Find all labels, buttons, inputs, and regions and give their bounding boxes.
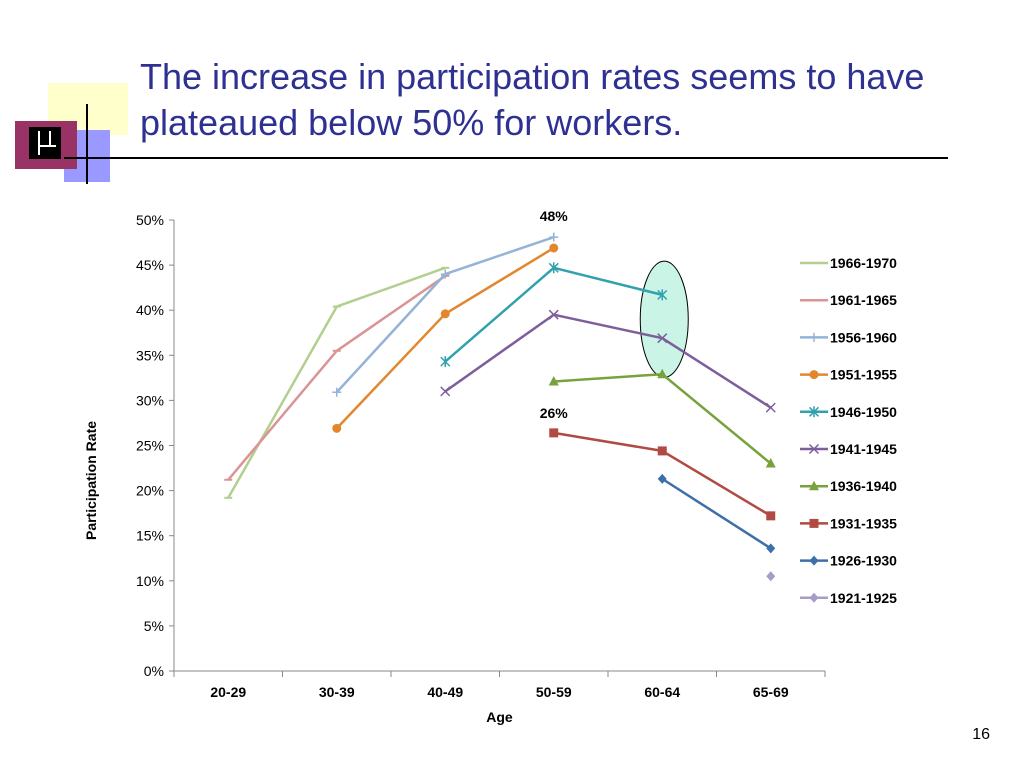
chart-highlight: [639, 260, 689, 378]
highlight-ellipse: [639, 260, 689, 378]
logo-black-box: [29, 127, 61, 159]
y-tick-label: 15%: [136, 528, 164, 544]
y-axis-title: Participation Rate: [83, 421, 99, 540]
chart-legend: 1966-1970 1961-1965 1956-1960 1951-1955 1946…: [800, 255, 897, 606]
data-point: [549, 232, 559, 242]
x-tick-label: 30-39: [319, 684, 355, 700]
logo: [0, 0, 140, 200]
x-tick-label: 20-29: [210, 684, 246, 700]
x-tick-label: 65-69: [753, 684, 789, 700]
series-line: [227, 266, 446, 499]
data-point: [440, 386, 451, 397]
data-point: [549, 428, 559, 438]
data-point: [809, 370, 819, 380]
logo-inner-line-h: [38, 145, 56, 147]
data-point: [766, 543, 776, 554]
data-point: [440, 309, 450, 319]
data-point: [809, 592, 819, 603]
chart-axes: 0% 5% 10% 15% 20% 25% 30% 35% 40% 45% 50% 20-29 30-3…: [83, 212, 826, 725]
series-1936-1940: [548, 368, 776, 468]
data-point: [765, 402, 776, 413]
series-1946-1950: [440, 262, 668, 368]
chart-series: [224, 232, 776, 582]
series-line: [444, 313, 772, 409]
y-tick-label: 20%: [136, 483, 164, 499]
slide-title: The increase in participation rates seem…: [140, 56, 925, 143]
data-point: [548, 262, 559, 274]
data-point: [766, 571, 776, 582]
y-tick-label: 5%: [144, 618, 164, 634]
legend-item: 1931-1935: [800, 515, 897, 531]
legend-label: 1961-1965: [830, 292, 897, 308]
legend-item: 1946-1950: [800, 404, 897, 420]
data-point: [808, 443, 820, 455]
data-point: [809, 480, 819, 491]
data-label: 26%: [540, 405, 569, 421]
legend-label: 1956-1960: [830, 329, 897, 345]
x-axis-title: Age: [486, 709, 513, 725]
data-point: [440, 269, 450, 279]
logo-vertical-rule: [86, 104, 88, 184]
legend-item: 1921-1925: [800, 590, 897, 606]
data-point: [809, 332, 819, 342]
data-point: [808, 406, 820, 418]
y-tick-label: 45%: [136, 257, 164, 273]
x-tick-label: 50-59: [536, 684, 572, 700]
legend-label: 1966-1970: [830, 255, 897, 271]
x-tick-label: 40-49: [427, 684, 463, 700]
logo-inner-line-v1: [38, 131, 40, 155]
data-point: [549, 243, 559, 253]
legend-item: 1941-1945: [800, 441, 897, 457]
data-point: [332, 387, 342, 397]
data-point: [809, 518, 819, 528]
legend-item: 1966-1970: [800, 255, 897, 271]
data-point: [809, 555, 819, 566]
legend-label: 1941-1945: [830, 441, 897, 457]
data-point: [657, 446, 667, 456]
y-tick-label: 40%: [136, 302, 164, 318]
logo-inner-line-v2: [49, 131, 51, 146]
series-line: [661, 477, 772, 550]
legend-label: 1926-1930: [830, 553, 897, 569]
chart-labels: 48% 26%: [540, 208, 569, 421]
legend-label: 1936-1940: [830, 478, 897, 494]
data-point: [548, 309, 559, 320]
legend-label: 1951-1955: [830, 367, 897, 383]
page-number: 16: [972, 726, 990, 743]
series-1921-1925: [766, 571, 776, 582]
data-point: [657, 289, 668, 301]
x-tick-label: 60-64: [644, 684, 680, 700]
series-1956-1960: [332, 232, 559, 397]
legend-item: 1956-1960: [800, 329, 897, 345]
y-tick-label: 25%: [136, 438, 164, 454]
data-point: [766, 511, 776, 521]
data-point: [657, 473, 667, 484]
data-point: [548, 375, 559, 386]
y-tick-label: 30%: [136, 392, 164, 408]
data-point: [657, 333, 668, 344]
data-point: [657, 368, 668, 379]
title-divider: [64, 157, 948, 159]
data-point: [332, 423, 342, 433]
data-point: [440, 356, 451, 368]
y-tick-label: 35%: [136, 347, 164, 363]
series-1966-1970: [224, 266, 450, 499]
legend-item: 1961-1965: [800, 292, 897, 308]
legend-label: 1946-1950: [830, 404, 897, 420]
data-point: [765, 458, 776, 468]
series-1941-1945: [440, 309, 776, 413]
y-tick-label: 0%: [144, 663, 164, 679]
legend-label: 1931-1935: [830, 515, 897, 531]
series-1951-1955: [332, 243, 559, 433]
series-1926-1930: [657, 473, 776, 554]
legend-item: 1936-1940: [800, 478, 897, 494]
legend-item: 1951-1955: [800, 367, 897, 383]
legend-item: 1926-1930: [800, 553, 897, 569]
y-tick-label: 10%: [136, 573, 164, 589]
series-1931-1935: [549, 428, 776, 521]
legend-label: 1921-1925: [830, 590, 897, 606]
y-tick-label: 50%: [136, 212, 164, 228]
data-label: 48%: [540, 208, 569, 224]
